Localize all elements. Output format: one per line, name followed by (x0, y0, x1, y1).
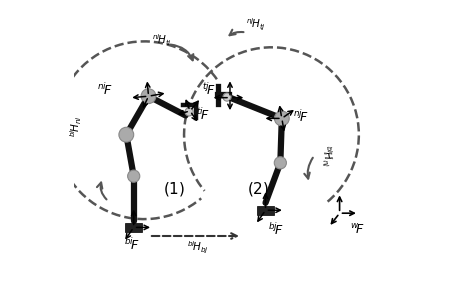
Circle shape (185, 108, 193, 116)
Text: $^{ni}\!H_{ti}$: $^{ni}\!H_{ti}$ (152, 32, 172, 48)
Circle shape (141, 89, 156, 103)
Text: $^{bj}\!F$: $^{bj}\!F$ (268, 222, 284, 238)
Text: $^{bi}\!H_{ni}$: $^{bi}\!H_{ni}$ (68, 115, 84, 137)
Text: $^{nj}\!F$: $^{nj}\!F$ (293, 109, 309, 126)
Text: $^{tj}\!F$: $^{tj}\!F$ (202, 82, 215, 98)
Circle shape (223, 93, 231, 101)
Bar (257, 206, 274, 215)
Text: $^{ni}\!F$: $^{ni}\!F$ (97, 82, 113, 98)
Bar (125, 223, 142, 232)
Text: $^{ti}\!F$: $^{ti}\!F$ (197, 107, 210, 123)
Text: $^{bi}\!H_{nj}$: $^{bi}\!H_{nj}$ (316, 144, 336, 168)
Text: $^{bi}\!F$: $^{bi}\!F$ (124, 237, 140, 253)
Circle shape (274, 111, 289, 126)
Text: $^{bi}\!H_{bj}$: $^{bi}\!H_{bj}$ (186, 240, 208, 256)
Circle shape (128, 170, 140, 182)
Circle shape (274, 157, 287, 169)
Circle shape (119, 127, 134, 142)
Text: $^{nj}\!H_{tj}$: $^{nj}\!H_{tj}$ (246, 16, 266, 33)
Text: $(2)$: $(2)$ (247, 181, 269, 199)
Text: $^{w}\!F$: $^{w}\!F$ (350, 222, 365, 237)
Text: $(1)$: $(1)$ (163, 181, 185, 199)
